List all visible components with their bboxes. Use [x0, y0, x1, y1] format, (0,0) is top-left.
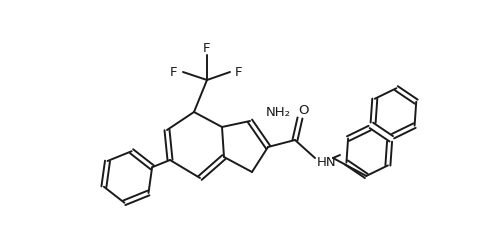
Text: O: O	[299, 104, 309, 118]
Text: HN: HN	[317, 156, 337, 170]
Text: NH₂: NH₂	[266, 106, 291, 119]
Text: F: F	[235, 66, 243, 79]
Text: F: F	[170, 66, 178, 79]
Text: F: F	[203, 42, 211, 55]
